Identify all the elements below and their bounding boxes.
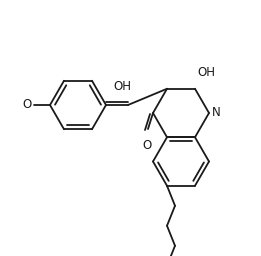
Text: OH: OH	[113, 80, 131, 93]
Text: O: O	[23, 99, 32, 112]
Text: OH: OH	[197, 66, 215, 79]
Text: N: N	[212, 106, 221, 120]
Text: O: O	[142, 139, 152, 152]
